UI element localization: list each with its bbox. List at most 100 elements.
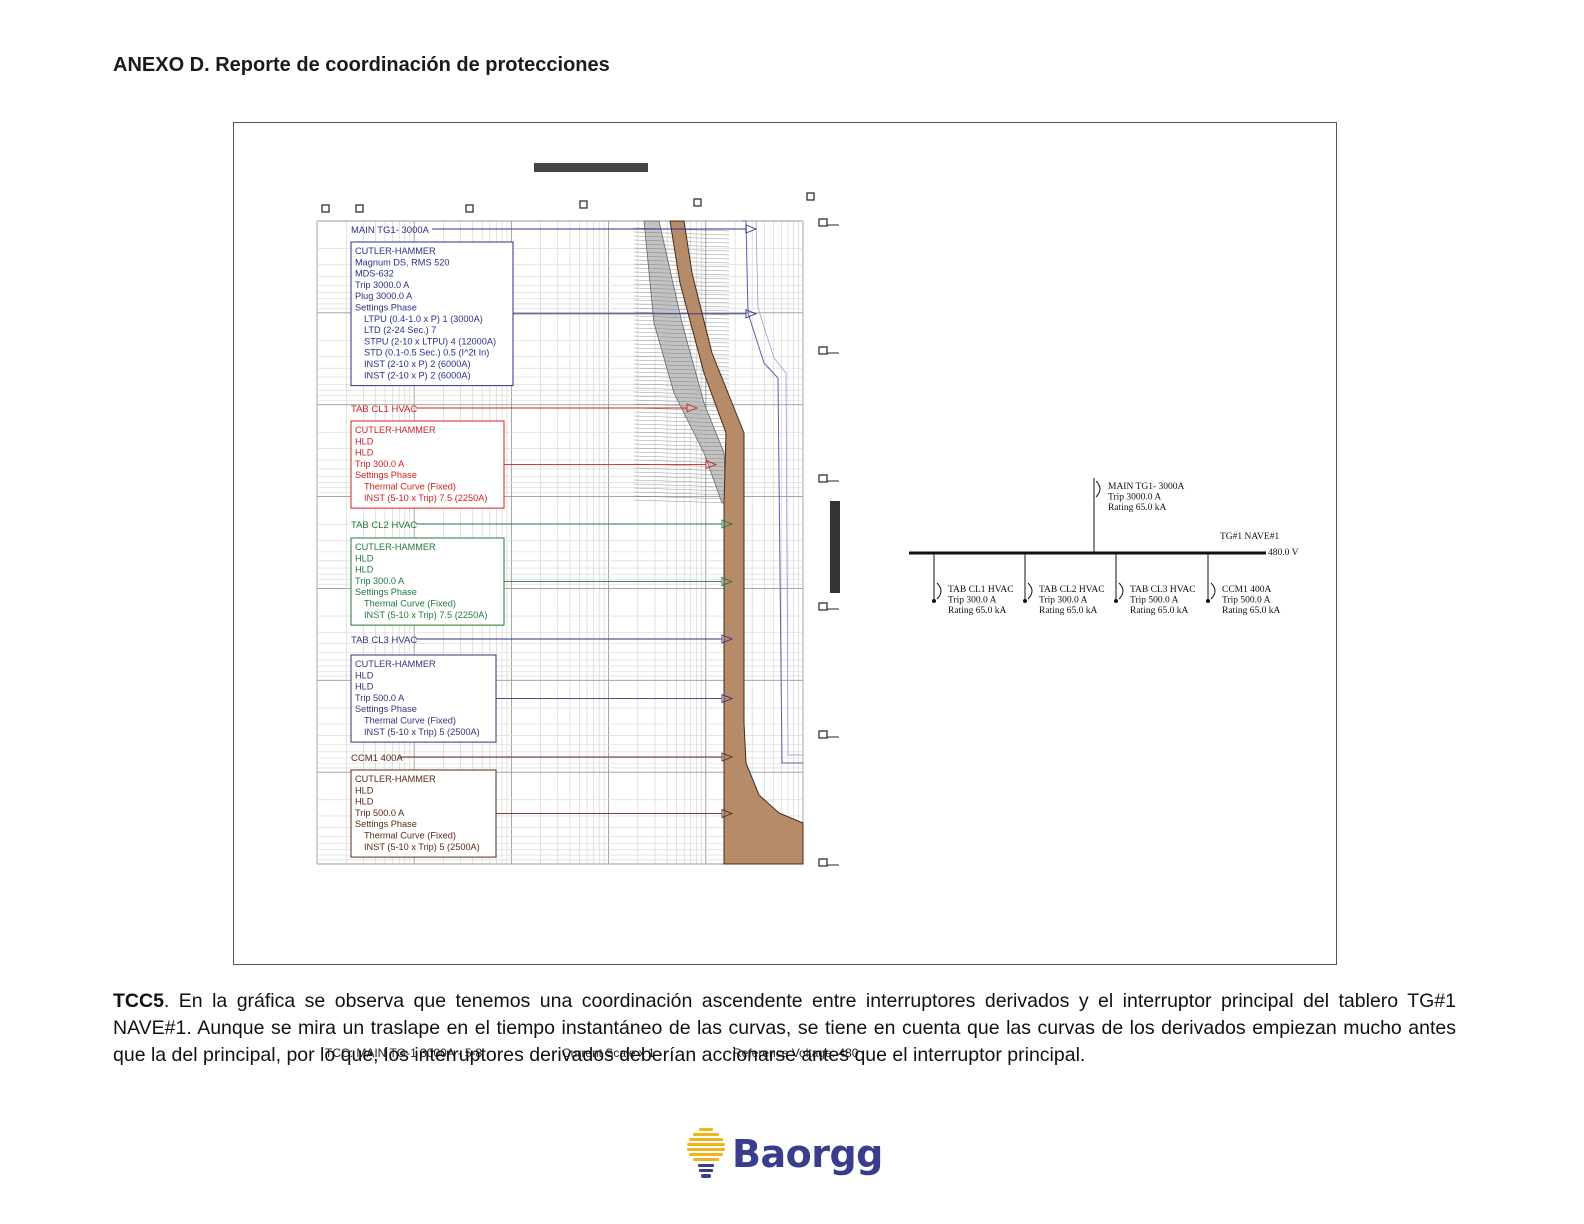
main-breaker-curve <box>669 220 804 865</box>
breaker-setting-line: HLD <box>355 670 374 680</box>
breaker-setting-line: HLD <box>355 682 374 692</box>
curve-hatch <box>633 399 730 404</box>
feeder-label: TAB CL3 HVAC <box>1130 585 1196 595</box>
breaker-setting-line: Thermal Curve (Fixed) <box>364 831 456 841</box>
leader-arrow <box>721 752 734 762</box>
curve-hatch <box>633 419 730 424</box>
curve-hatch <box>633 467 730 472</box>
curve-hatch <box>633 327 730 332</box>
curve-hatch <box>633 339 730 344</box>
curve-hatch <box>633 491 730 496</box>
bus-voltage: 480.0 V <box>1268 548 1299 558</box>
curve-hatch <box>633 403 730 408</box>
breaker-name-label: MAIN TG1- 3000A <box>351 225 430 236</box>
breaker-setting-line: Settings Phase <box>355 303 417 313</box>
breaker-setting-line: Thermal Curve (Fixed) <box>364 599 456 609</box>
curve-hatch <box>633 315 730 320</box>
current-scale-label: Current Scale x 1 <box>562 1046 655 1060</box>
curve-hatch <box>633 427 730 432</box>
curve-hatch <box>633 407 730 412</box>
feeder-terminal <box>1114 599 1118 603</box>
main-breaker-outline <box>742 220 803 764</box>
breaker-setting-line: HLD <box>355 797 374 807</box>
breaker-setting-line: MDS-632 <box>355 269 394 279</box>
company-logo: Baorgg <box>686 1126 883 1182</box>
breaker-settings-box <box>350 420 505 509</box>
feeder-label: Rating 65.0 kA <box>948 606 1006 616</box>
leader-arrow <box>745 224 758 234</box>
breaker-setting-line: Magnum DS, RMS 520 <box>355 257 449 267</box>
tcc-figure: MAIN TG1- 3000A CUTLER-HAMMER Magnum DS, R… <box>233 122 1337 1060</box>
breaker-setting-line: Thermal Curve (Fixed) <box>364 482 456 492</box>
breaker-setting-line: Trip 300.0 A <box>355 459 405 469</box>
leader-arrow <box>705 459 718 470</box>
breaker-setting-line: INST (5-10 x Trip) 5 (2500A) <box>364 727 480 737</box>
tcc-name-label: TCC: MAIN TG-1 3000A - 5-8 <box>325 1046 483 1060</box>
axis-marker-icon <box>818 218 828 227</box>
axis-marker-icon <box>693 198 702 207</box>
curve-hatch <box>633 483 730 488</box>
feeder-terminal <box>932 599 936 603</box>
breaker-setting-line: Trip 500.0 A <box>355 693 405 703</box>
feeder-label: Trip 500.0 A <box>1222 596 1271 606</box>
axis-marker-icon <box>806 192 815 201</box>
curve-hatch <box>633 455 730 460</box>
breaker-setting-line: Plug 3000.0 A <box>355 291 413 301</box>
curve-hatch <box>633 319 730 324</box>
breaker-setting-line: CUTLER-HAMMER <box>355 246 436 256</box>
breaker-setting-line: Settings Phase <box>355 819 417 829</box>
breaker-setting-line: INST (5-10 x Trip) 7.5 (2250A) <box>364 610 487 620</box>
main-breaker-label: Rating 65.0 kA <box>1108 503 1166 513</box>
leader-arrow <box>721 634 734 644</box>
breaker-symbol <box>936 582 942 600</box>
breaker-setting-line: HLD <box>355 553 374 563</box>
feeder-label: CCM1 400A <box>1222 585 1271 595</box>
breaker-setting-line: Thermal Curve (Fixed) <box>364 716 456 726</box>
feeder-label: Rating 65.0 kA <box>1039 606 1097 616</box>
curve-hatch <box>633 487 730 492</box>
breaker-setting-line: LTPU (0.4-1.0 x P) 1 (3000A) <box>364 314 483 324</box>
axis-marker-icon <box>818 602 828 611</box>
curve-hatch <box>633 335 730 340</box>
feeder-label: TAB CL1 HVAC <box>948 585 1014 595</box>
axis-marker-icon <box>818 730 828 739</box>
curve-hatch <box>633 443 730 448</box>
breaker-setting-line: HLD <box>355 565 374 575</box>
curve-hatch <box>633 303 730 308</box>
breaker-setting-line: Settings Phase <box>355 470 417 480</box>
curve-hatch <box>633 479 730 484</box>
caption-text: . En la gráfica se observa que tenemos u… <box>113 990 1456 1066</box>
feeder-terminal <box>1206 599 1210 603</box>
figure-caption: TCC5. En la gráfica se observa que tenem… <box>113 988 1456 1069</box>
curve-hatch <box>633 411 730 416</box>
breaker-setting-line: HLD <box>355 448 374 458</box>
curve-hatch <box>633 295 730 300</box>
curve-hatch <box>633 307 730 312</box>
breaker-setting-line: CUTLER-HAMMER <box>355 542 436 552</box>
leader-arrow <box>721 519 734 529</box>
axis-marker-icon <box>355 204 364 213</box>
curve-hatch <box>633 499 730 504</box>
curve-hatch <box>633 351 730 356</box>
breaker-settings-box <box>350 654 497 743</box>
breaker-setting-line: STD (0.1-0.5 Sec.) 0.5 (I^2t In) <box>364 348 489 358</box>
feeder-label: Trip 300.0 A <box>948 596 997 606</box>
caption-lead: TCC5 <box>113 990 164 1012</box>
curve-hatch <box>633 447 730 452</box>
axis-marker-icon <box>818 474 828 483</box>
breaker-name-label: CCM1 400A <box>351 753 403 764</box>
curve-hatch <box>633 475 730 480</box>
main-breaker-outline <box>752 220 803 756</box>
breaker-setting-line: Trip 300.0 A <box>355 576 405 586</box>
axis-marker-icon <box>818 346 828 355</box>
breaker-setting-line: CUTLER-HAMMER <box>355 774 436 784</box>
curve-hatch <box>633 347 730 352</box>
breaker-setting-line: Trip 3000.0 A <box>355 280 410 290</box>
feeder-label: Rating 65.0 kA <box>1130 606 1188 616</box>
bus-name: TG#1 NAVE#1 <box>1220 532 1279 542</box>
curve-hatch <box>633 495 730 500</box>
curve-hatch <box>633 331 730 336</box>
curve-hatch <box>633 459 730 464</box>
breaker-setting-line: HLD <box>355 436 374 446</box>
